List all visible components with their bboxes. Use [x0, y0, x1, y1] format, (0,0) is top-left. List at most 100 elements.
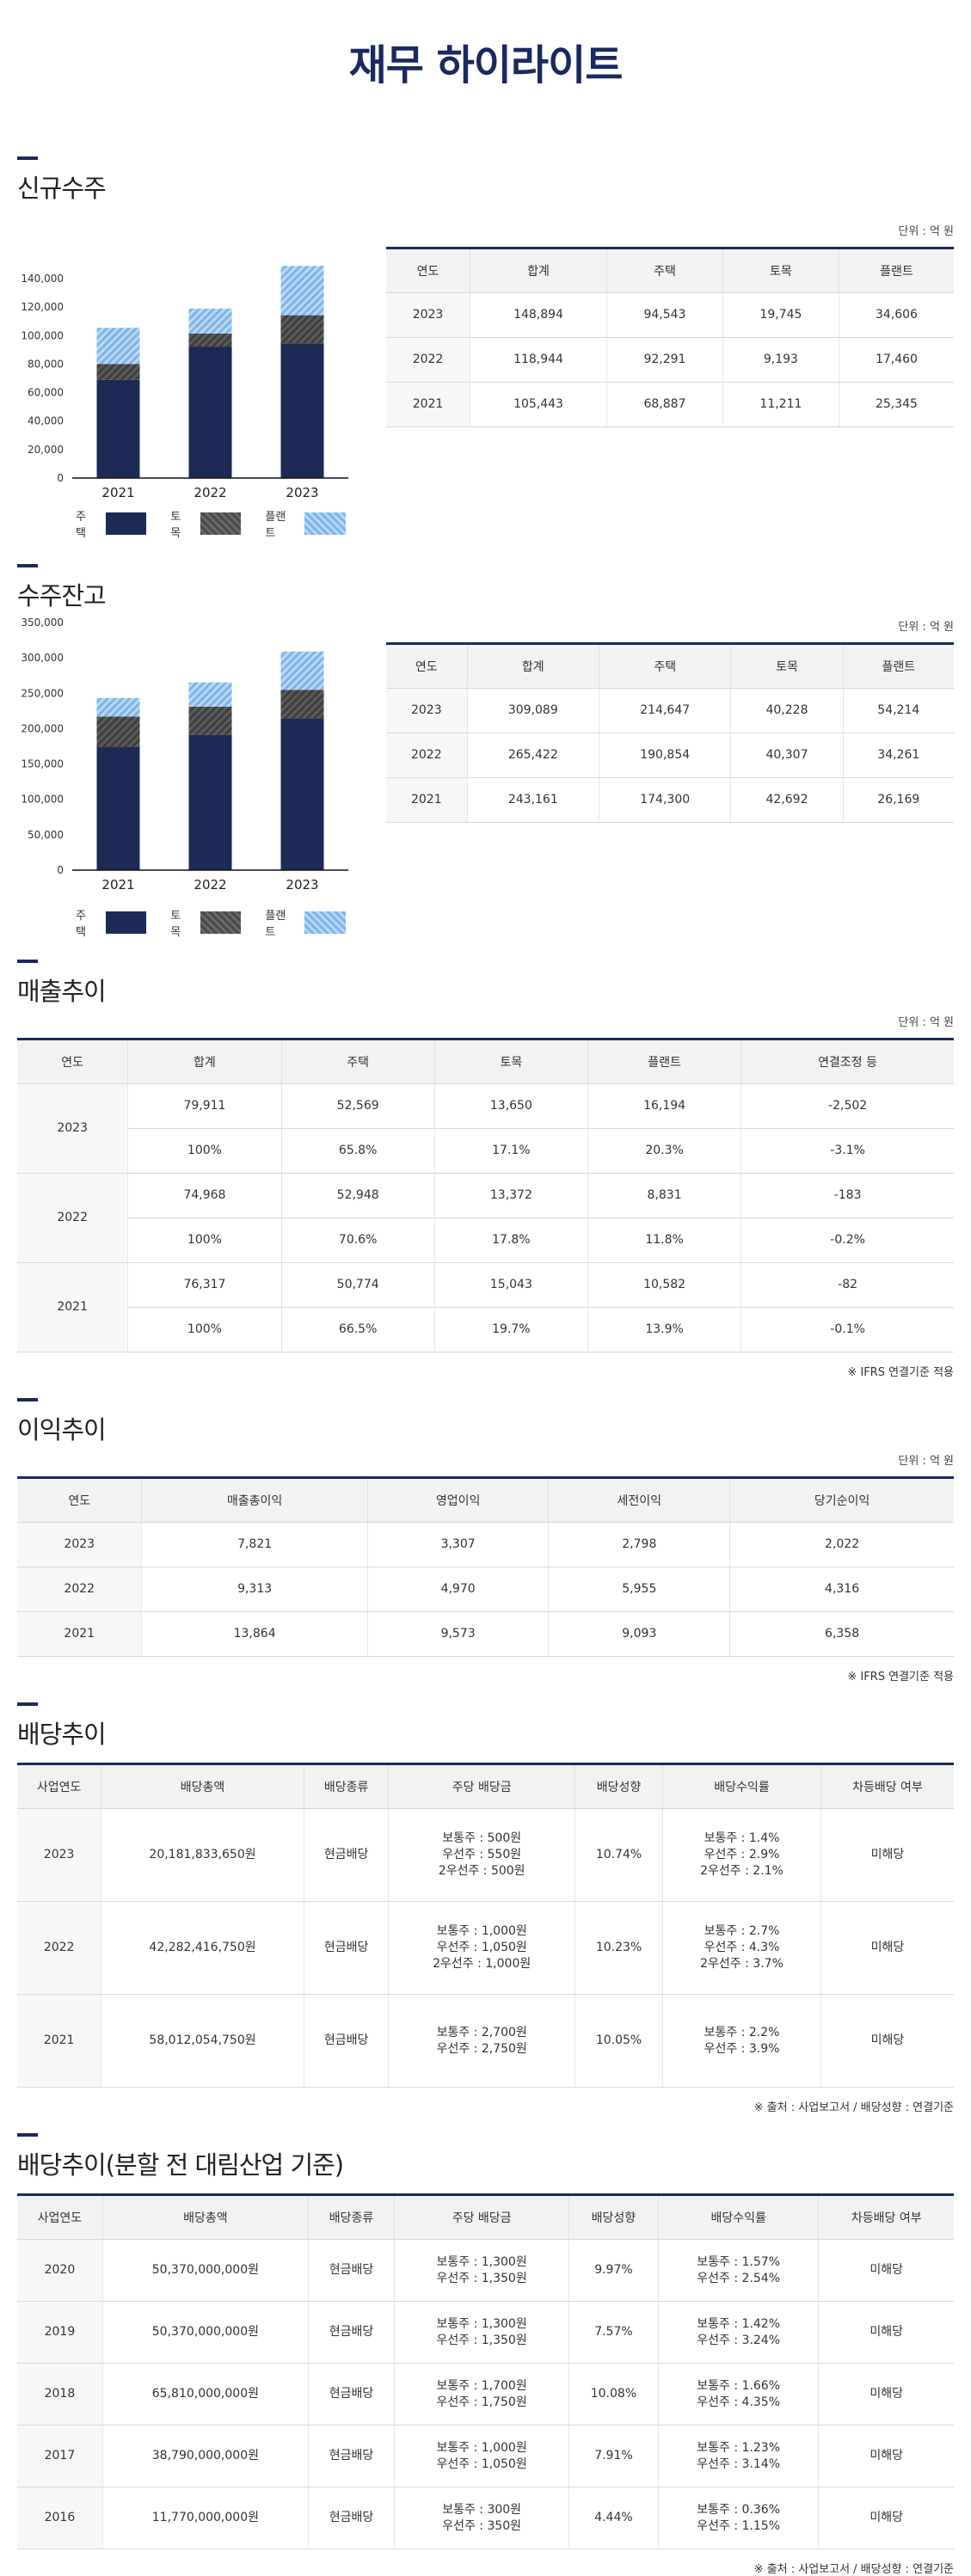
- year-cell: 2023: [17, 1522, 143, 1567]
- bar-segment-civil: [96, 364, 140, 380]
- section-marker: [17, 564, 38, 567]
- column-header: 합계: [467, 642, 600, 689]
- footnote: ※ IFRS 연결기준 적용: [847, 1366, 954, 1379]
- ratio-cell: 17.1%: [434, 1128, 588, 1174]
- table-cell: 50,370,000,000원: [102, 2239, 309, 2302]
- legend-label: 토목: [170, 511, 181, 540]
- table-cell: 미해당: [818, 2301, 954, 2364]
- value-cell: 15,043: [434, 1262, 588, 1308]
- table-cell: 9,313: [141, 1567, 368, 1612]
- table-cell: 40,307: [730, 733, 844, 778]
- column-header: 영업이익: [367, 1476, 550, 1523]
- footnote: ※ 출처 : 사업보고서 / 배당성향 : 연결기준: [753, 2563, 954, 2576]
- ratio-cell: 20.3%: [587, 1128, 742, 1174]
- chart-legend: 주택 토목 플랜트: [17, 507, 370, 540]
- column-header: 사업연도: [17, 1763, 102, 1809]
- y-tick-label: 40,000: [28, 415, 64, 427]
- column-header: 플랜트: [587, 1038, 742, 1084]
- ratio-cell: 70.6%: [281, 1217, 435, 1263]
- ratio-cell: 100%: [127, 1307, 282, 1352]
- legend-swatch: [200, 911, 242, 934]
- table-cell: 65,810,000,000원: [102, 2363, 309, 2426]
- page-title: 재무 하이라이트: [348, 41, 624, 89]
- table-row: 100% 66.5% 19.7% 13.9% -0.1%: [17, 1307, 954, 1352]
- bar-segment-plant: [96, 697, 140, 717]
- table-cell: 20,181,833,650원: [101, 1808, 304, 1902]
- table-cell: 11,770,000,000원: [102, 2487, 309, 2549]
- legend-swatch: [304, 911, 346, 934]
- table-cell: 9,193: [722, 337, 839, 383]
- backlog-table-col: 단위 : 억 원 연도 합계 주택 토목 플랜트 2023 309,089 214,647 40…: [386, 612, 954, 823]
- table-cell: 10.74%: [575, 1808, 664, 1902]
- table-cell: 7.57%: [568, 2301, 659, 2364]
- x-tick-label: 2022: [194, 485, 226, 497]
- table-row: 2022 42,282,416,750원 현금배당 보통주 : 1,000원 우선주 …: [17, 1901, 954, 1995]
- table-cell: 보통주 : 1.23% 우선주 : 3.14%: [658, 2425, 820, 2487]
- y-tick-label: 100,000: [21, 329, 64, 341]
- footnote: ※ IFRS 연결기준 적용: [847, 1671, 954, 1684]
- y-tick-label: 250,000: [21, 687, 64, 699]
- table-cell: 미해당: [818, 2363, 954, 2426]
- year-cell: 2016: [17, 2487, 103, 2549]
- table-cell: 보통주 : 1,300원 우선주 : 1,350원: [394, 2301, 570, 2364]
- ratio-cell: 100%: [127, 1217, 282, 1263]
- value-cell: 10,582: [587, 1262, 742, 1308]
- table-row: 2020 50,370,000,000원 현금배당 보통주 : 1,300원 우선주 …: [17, 2239, 954, 2302]
- unit-label: 단위 : 억 원: [898, 621, 954, 634]
- section-title: 신규수주: [17, 174, 107, 203]
- orders-chart: 0 20,000 40,000 60,000 80,000 100,000 120,000 1…: [21, 266, 348, 500]
- y-tick-label: 20,000: [28, 444, 64, 456]
- table-cell: 13,864: [141, 1611, 368, 1657]
- ratio-cell: 19.7%: [434, 1307, 588, 1352]
- year-cell: 2021: [17, 1262, 129, 1352]
- table-header-row: 사업연도 배당총액 배당종류 주당 배당금 배당성향 배당수익률 차등배당 여부: [17, 1763, 954, 1809]
- legend-item-plant: 플랜트: [265, 507, 346, 540]
- table-cell: 보통주 : 0.36% 우선주 : 1.15%: [658, 2487, 820, 2549]
- table-cell: 9,093: [548, 1611, 731, 1657]
- profit-table: 연도 매출총이익 영업이익 세전이익 당기순이익 2023 7,821 3,307 2,798 2…: [17, 1476, 954, 1657]
- table-row: 2021 105,443 68,887 11,211 25,345: [386, 382, 954, 427]
- column-header: 배당종류: [304, 1763, 390, 1809]
- column-header: 배당성향: [575, 1763, 664, 1809]
- year-cell: 2019: [17, 2301, 103, 2364]
- table-cell: 42,692: [730, 777, 844, 823]
- table-cell: 190,854: [599, 733, 732, 778]
- legend-item-civil: 토목: [170, 507, 242, 540]
- section-dividend-pre-head: 배당추이(분할 전 대림산업 기준): [17, 2114, 954, 2181]
- table-cell: 54,214: [843, 688, 954, 733]
- table-row: 2022 9,313 4,970 5,955 4,316: [17, 1567, 954, 1612]
- table-cell: 148,894: [470, 292, 607, 338]
- section-title: 이익추이: [17, 1415, 107, 1444]
- table-cell: 현금배당: [308, 2239, 396, 2302]
- ratio-cell: 65.8%: [281, 1128, 435, 1174]
- column-header: 주택: [599, 642, 732, 689]
- unit-label: 단위 : 억 원: [898, 1016, 954, 1029]
- value-cell: 16,194: [587, 1083, 742, 1129]
- value-cell: -183: [741, 1173, 954, 1218]
- column-header: 플랜트: [839, 247, 954, 293]
- x-tick-label: 2022: [194, 877, 226, 892]
- column-header: 연도: [386, 247, 471, 293]
- table-cell: 미해당: [820, 1901, 954, 1995]
- section-title: 매출추이: [17, 977, 107, 1006]
- table-cell: 9.97%: [568, 2239, 659, 2302]
- table-cell: 11,211: [722, 382, 839, 427]
- year-cell: 2022: [17, 1901, 102, 1995]
- table-cell: 6,358: [729, 1611, 954, 1657]
- table-row: 2021 58,012,054,750원 현금배당 보통주 : 2,700원 우선주 …: [17, 1994, 954, 2088]
- backlog-table: 연도 합계 주택 토목 플랜트 2023 309,089 214,647 40,228 54,21…: [386, 642, 954, 823]
- table-cell: 5,955: [548, 1567, 731, 1612]
- ratio-cell: 17.8%: [434, 1217, 588, 1263]
- table-row: 2021 243,161 174,300 42,692 26,169: [386, 777, 954, 823]
- dividend-pre-table: 사업연도 배당총액 배당종류 주당 배당금 배당성향 배당수익률 차등배당 여부 2020 50…: [17, 2193, 954, 2549]
- ratio-cell: 100%: [127, 1128, 282, 1174]
- value-cell: -2,502: [741, 1083, 954, 1129]
- column-header: 배당수익률: [658, 2193, 820, 2240]
- table-cell: 50,370,000,000원: [102, 2301, 309, 2364]
- bar-segment-house: [188, 347, 232, 478]
- section-dividend-head: 배당추이: [17, 1684, 954, 1751]
- orders-block: 0 20,000 40,000 60,000 80,000 100,000 120,000 1…: [17, 205, 954, 540]
- x-tick-label: 2023: [286, 877, 318, 892]
- table-cell: 보통주 : 1,000원 우선주 : 1,050원: [394, 2425, 570, 2487]
